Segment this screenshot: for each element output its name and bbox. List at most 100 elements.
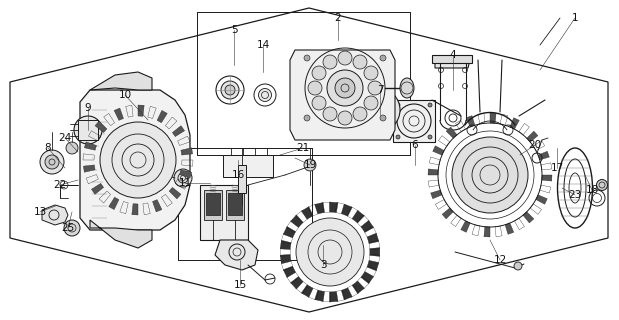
Polygon shape <box>510 118 519 129</box>
Bar <box>204 190 222 220</box>
Circle shape <box>308 81 322 95</box>
Polygon shape <box>484 227 490 237</box>
Text: 2: 2 <box>335 13 341 23</box>
Text: 18: 18 <box>586 185 599 195</box>
Polygon shape <box>95 121 107 132</box>
Circle shape <box>396 135 400 139</box>
Polygon shape <box>290 50 395 140</box>
Text: 7: 7 <box>377 85 383 95</box>
Polygon shape <box>329 292 338 302</box>
Circle shape <box>323 55 337 69</box>
Polygon shape <box>280 240 291 250</box>
Text: 5: 5 <box>231 25 237 35</box>
Polygon shape <box>90 220 152 248</box>
Polygon shape <box>428 169 438 175</box>
Bar <box>393 100 435 142</box>
Polygon shape <box>538 151 549 160</box>
Circle shape <box>304 115 310 121</box>
Circle shape <box>364 66 378 80</box>
Polygon shape <box>180 170 192 178</box>
Polygon shape <box>352 281 365 294</box>
Text: 13: 13 <box>33 207 46 217</box>
Polygon shape <box>536 195 547 204</box>
Bar <box>200 185 248 240</box>
Ellipse shape <box>259 89 272 101</box>
Polygon shape <box>542 175 552 181</box>
Polygon shape <box>169 188 181 199</box>
Text: 6: 6 <box>412 140 418 150</box>
Circle shape <box>312 96 326 110</box>
Ellipse shape <box>597 180 607 190</box>
Polygon shape <box>367 233 379 244</box>
Circle shape <box>396 103 400 107</box>
Polygon shape <box>173 126 184 137</box>
Circle shape <box>66 142 78 154</box>
Polygon shape <box>446 127 457 138</box>
Circle shape <box>428 135 432 139</box>
Circle shape <box>364 96 392 124</box>
Circle shape <box>327 70 363 106</box>
Text: 9: 9 <box>85 103 92 113</box>
Polygon shape <box>90 72 152 90</box>
Text: 17: 17 <box>550 163 564 173</box>
Circle shape <box>356 88 400 132</box>
Polygon shape <box>461 221 470 232</box>
Circle shape <box>304 159 316 171</box>
Polygon shape <box>490 113 496 123</box>
Ellipse shape <box>225 85 235 95</box>
Polygon shape <box>466 116 475 127</box>
Text: 10: 10 <box>118 90 132 100</box>
Polygon shape <box>152 200 162 212</box>
Bar <box>432 55 472 63</box>
Circle shape <box>514 262 522 270</box>
Polygon shape <box>314 290 324 301</box>
Polygon shape <box>284 227 296 238</box>
Polygon shape <box>84 142 97 150</box>
Polygon shape <box>329 202 338 212</box>
Polygon shape <box>341 288 352 300</box>
Circle shape <box>323 107 337 121</box>
Circle shape <box>100 122 176 198</box>
Polygon shape <box>433 146 444 155</box>
Polygon shape <box>370 248 380 256</box>
Polygon shape <box>80 90 190 230</box>
Text: 20: 20 <box>529 140 542 150</box>
Circle shape <box>338 51 352 65</box>
Circle shape <box>312 66 326 80</box>
Polygon shape <box>114 108 123 120</box>
Polygon shape <box>527 131 538 142</box>
Polygon shape <box>352 210 365 223</box>
Text: 22: 22 <box>53 180 67 190</box>
Circle shape <box>304 55 310 61</box>
Circle shape <box>452 137 528 213</box>
Polygon shape <box>181 148 193 155</box>
Text: 24: 24 <box>58 133 72 143</box>
Circle shape <box>353 107 367 121</box>
Circle shape <box>364 96 378 110</box>
Circle shape <box>74 116 102 144</box>
Text: 12: 12 <box>493 255 506 265</box>
Circle shape <box>335 78 355 98</box>
Text: 15: 15 <box>233 280 246 290</box>
Polygon shape <box>132 204 138 215</box>
Text: 8: 8 <box>45 143 51 153</box>
Polygon shape <box>92 183 103 194</box>
Ellipse shape <box>400 78 414 98</box>
Text: 23: 23 <box>568 190 582 200</box>
Circle shape <box>353 55 367 69</box>
Polygon shape <box>431 190 442 199</box>
Text: 25: 25 <box>61 223 75 233</box>
Circle shape <box>380 115 386 121</box>
Polygon shape <box>215 240 258 270</box>
Ellipse shape <box>174 169 192 187</box>
Text: 16: 16 <box>232 170 245 180</box>
Circle shape <box>338 111 352 125</box>
Polygon shape <box>290 215 303 228</box>
Polygon shape <box>301 285 313 297</box>
Polygon shape <box>361 220 374 232</box>
Circle shape <box>40 150 64 174</box>
Polygon shape <box>280 254 291 264</box>
Polygon shape <box>361 272 374 284</box>
Polygon shape <box>341 204 352 216</box>
Circle shape <box>380 55 386 61</box>
